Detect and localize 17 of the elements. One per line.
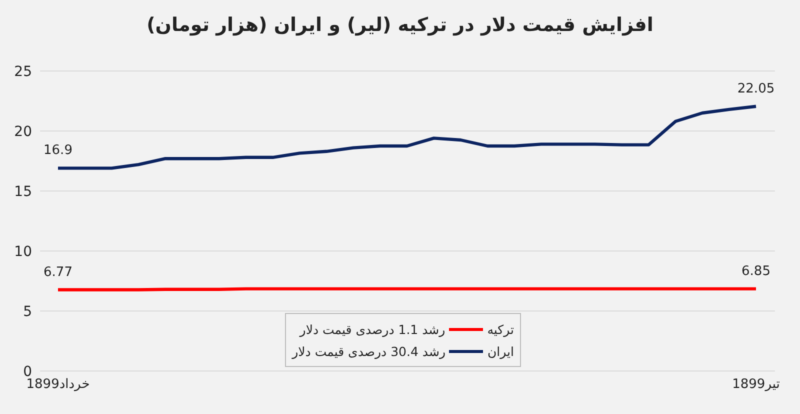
y-tick-label: 20 — [14, 124, 32, 140]
y-tick-label: 25 — [14, 64, 32, 80]
data-label: 6.85 — [742, 264, 770, 279]
x-tick-label: 18تیر99 — [732, 377, 780, 392]
y-tick-label: 5 — [23, 304, 32, 320]
y-tick-label: 15 — [14, 184, 32, 200]
x-tick-label: 18خرداد99 — [26, 377, 90, 392]
data-label: 22.05 — [737, 81, 775, 96]
annotation: رشد 30.4 درصدی قیمت دلار — [292, 344, 446, 358]
legend-label: ترکیه — [487, 322, 514, 336]
legend-label: ایران — [487, 344, 514, 358]
annotation: رشد 1.1 درصدی قیمت دلار — [300, 322, 446, 336]
data-label: 6.77 — [44, 264, 72, 280]
data-label: 16.9 — [44, 143, 72, 158]
chart-title: افزایش قیمت دلار در ترکیه (لیر) و ایران (هزار تومان) — [146, 14, 654, 36]
y-tick-label: 0 — [23, 364, 32, 380]
y-tick-label: 10 — [14, 244, 32, 260]
